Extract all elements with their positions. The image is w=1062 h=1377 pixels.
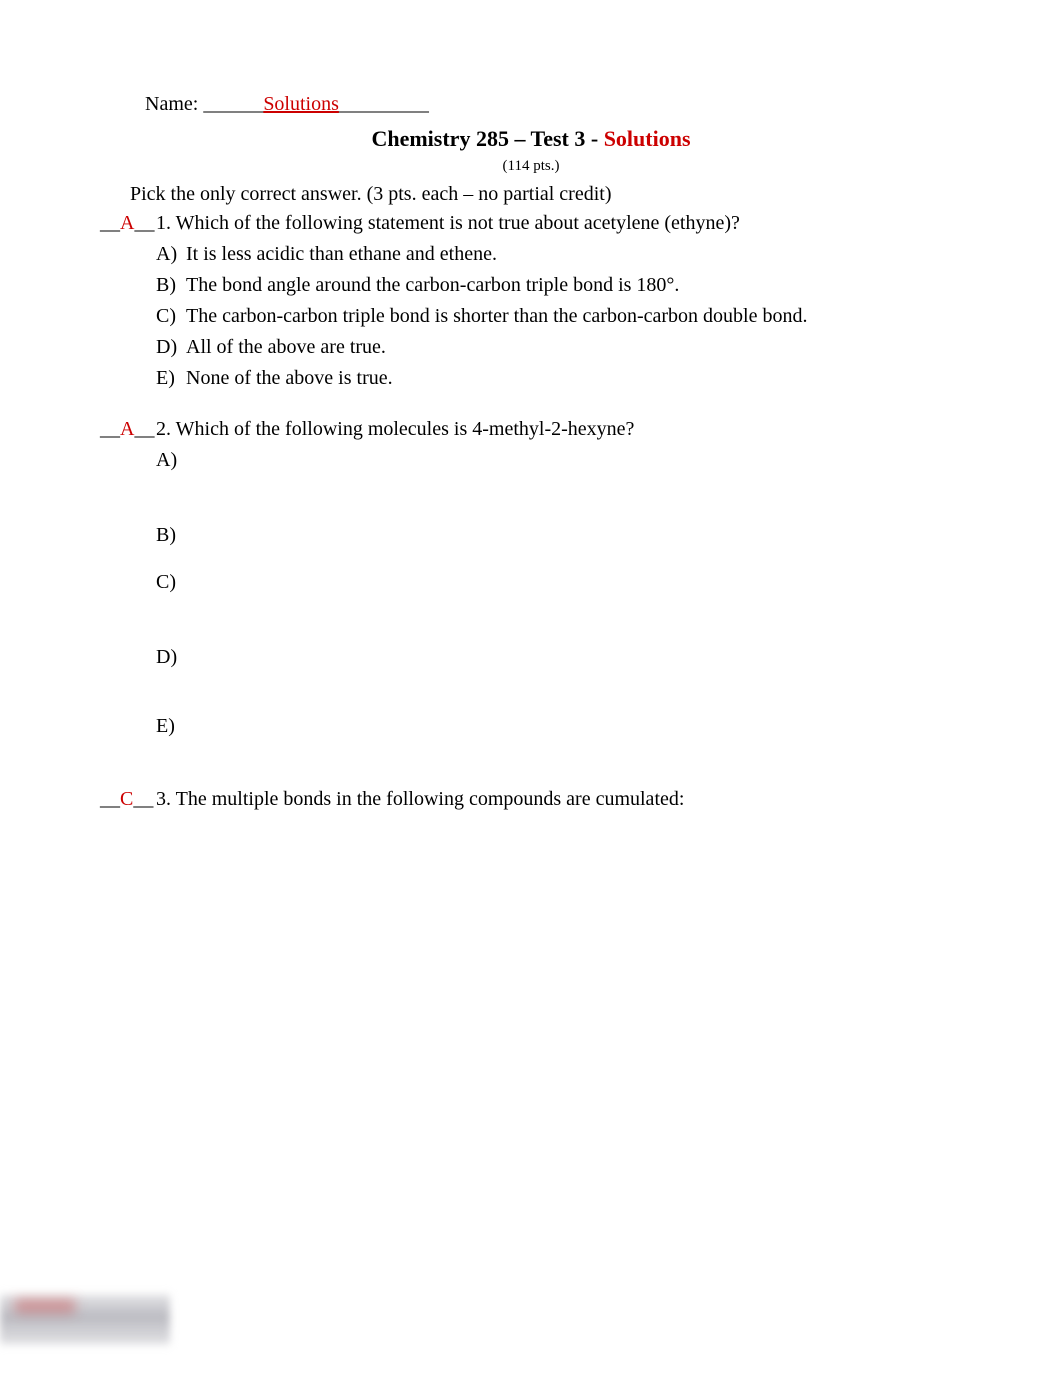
answer-letter-1: A (120, 212, 134, 234)
option-row: B) (156, 521, 962, 550)
option-letter: E) (156, 364, 186, 393)
answer-letter-2: A (120, 418, 134, 440)
option-letter: B) (156, 521, 186, 550)
name-label: Name: (145, 93, 203, 115)
option-row: C) (156, 568, 962, 597)
ans3-suf: __ (133, 788, 153, 810)
option-row: A) It is less acidic than ethane and eth… (156, 240, 962, 269)
page-title: Chemistry 285 – Test 3 - Solutions (100, 123, 962, 155)
option-row: D) All of the above are true. (156, 333, 962, 362)
option-letter: D) (156, 643, 186, 672)
option-letter: E) (156, 712, 186, 741)
question-2: __A__ 2. Which of the following molecule… (100, 415, 962, 741)
underline-before: ______ (203, 93, 263, 115)
option-row: E) (156, 712, 962, 741)
solutions-text: Solutions (263, 90, 339, 119)
blurred-footer-red (15, 1299, 75, 1313)
answer-slot-3: __C__ (100, 785, 156, 814)
answer-letter-3: C (120, 788, 133, 810)
ans1-pre: __ (100, 212, 120, 234)
option-letter: B) (156, 271, 186, 300)
option-letter: A) (156, 446, 186, 475)
question-3-text: 3. The multiple bonds in the following c… (156, 785, 684, 814)
points-label: (114 pts.) (100, 156, 962, 178)
instruction-text: Pick the only correct answer. (3 pts. ea… (130, 180, 962, 209)
title-prefix: Chemistry 285 – Test 3 - (371, 126, 603, 151)
question-1-text: 1. Which of the following statement is n… (156, 209, 740, 238)
option-text: It is less acidic than ethane and ethene… (186, 240, 497, 269)
ans2-pre: __ (100, 418, 120, 440)
answer-slot-1: __A__ (100, 209, 156, 238)
name-row: Name: ______Solutions_________ (145, 90, 962, 119)
title-suffix: Solutions (604, 126, 691, 151)
question-2-options: A) B) C) D) E) (156, 446, 962, 741)
question-1-options: A) It is less acidic than ethane and eth… (156, 240, 962, 393)
ans3-pre: __ (100, 788, 120, 810)
option-letter: C) (156, 568, 186, 597)
document-page: Name: ______Solutions_________ Chemistry… (0, 0, 1062, 868)
option-row: D) (156, 643, 962, 672)
option-text: The carbon-carbon triple bond is shorter… (186, 302, 807, 331)
option-letter: C) (156, 302, 186, 331)
ans1-suf: __ (134, 212, 154, 234)
option-letter: D) (156, 333, 186, 362)
option-row: A) (156, 446, 962, 475)
question-2-text: 2. Which of the following molecules is 4… (156, 415, 634, 444)
ans2-suf: __ (134, 418, 154, 440)
option-text: The bond angle around the carbon-carbon … (186, 271, 679, 300)
question-3: __C__ 3. The multiple bonds in the follo… (100, 785, 962, 814)
question-3-line: __C__ 3. The multiple bonds in the follo… (100, 785, 962, 814)
option-row: B) The bond angle around the carbon-carb… (156, 271, 962, 300)
option-row: C) The carbon-carbon triple bond is shor… (156, 302, 962, 331)
option-text: All of the above are true. (186, 333, 386, 362)
option-text: None of the above is true. (186, 364, 393, 393)
option-letter: A) (156, 240, 186, 269)
underline-after: _________ (339, 93, 429, 115)
option-row: E) None of the above is true. (156, 364, 962, 393)
question-1: __A__ 1. Which of the following statemen… (100, 209, 962, 393)
question-1-line: __A__ 1. Which of the following statemen… (100, 209, 962, 238)
answer-slot-2: __A__ (100, 415, 156, 444)
question-2-line: __A__ 2. Which of the following molecule… (100, 415, 962, 444)
